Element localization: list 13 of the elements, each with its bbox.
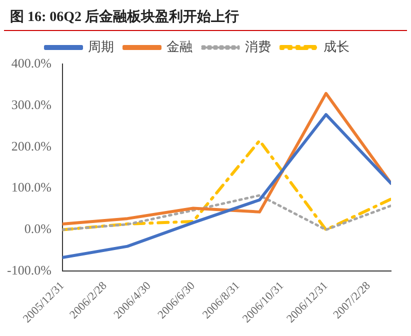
- line-series: [62, 194, 391, 232]
- y-tick-label: 400.0%: [11, 55, 52, 70]
- legend-label: 金融: [166, 38, 192, 54]
- y-tick-label: 200.0%: [11, 138, 52, 154]
- chart-title: 图 16: 06Q2 后金融板块盈利开始上行: [4, 0, 407, 31]
- y-tick-label: 0.0%: [24, 221, 52, 236]
- y-tick-label: -100.0%: [6, 262, 52, 278]
- legend-label: 成长: [324, 38, 350, 54]
- line-series: [62, 139, 391, 232]
- y-tick-label: 100.0%: [11, 180, 52, 195]
- y-tick-label: 300.0%: [11, 96, 52, 112]
- legend-label: 消费: [245, 38, 271, 54]
- legend-label: 周期: [88, 38, 114, 54]
